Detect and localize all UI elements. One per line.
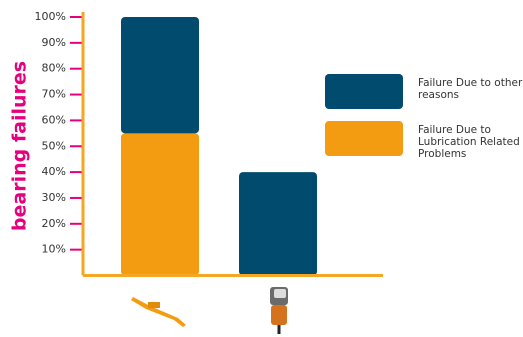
- bar-segment: [239, 172, 317, 276]
- bar-segment: [121, 17, 199, 134]
- bar-segment: [121, 133, 199, 276]
- y-tick-label: 10%: [42, 243, 66, 256]
- y-tick-label: 30%: [42, 191, 66, 204]
- y-tick-label: 70%: [42, 88, 66, 101]
- legend-swatch: [325, 74, 403, 109]
- legend-label: Failure Due to Lubrication Related Probl…: [418, 124, 520, 160]
- y-tick-label: 90%: [42, 36, 66, 49]
- y-tick-label: 40%: [42, 165, 66, 178]
- y-axis-label: bearing failures: [9, 61, 31, 231]
- y-tick-label: 100%: [35, 10, 66, 23]
- legend-label: Failure Due to other reasons: [418, 77, 523, 101]
- y-tick-label: 20%: [42, 217, 66, 230]
- y-tick-label: 80%: [42, 62, 66, 75]
- y-tick-label: 60%: [42, 113, 66, 126]
- legend-swatch: [325, 121, 403, 156]
- lubricator-icon: [270, 287, 288, 334]
- grease-gun-icon: [131, 297, 186, 327]
- y-tick-label: 50%: [42, 139, 66, 152]
